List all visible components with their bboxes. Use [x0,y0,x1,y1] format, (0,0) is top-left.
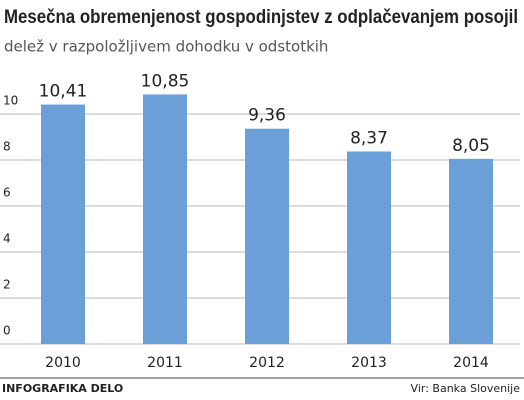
credit: INFOGRAFIKA DELO [2,382,123,395]
chart-title: Mesečna obremenjenost gospodinjstev z od… [4,7,518,28]
source: Vir: Banka Slovenije [411,382,521,395]
x-tick-label: 2010 [45,355,81,371]
x-tick-label: 2014 [453,355,489,371]
chart-subtitle: delež v razpoložljivem dohodku v odstotk… [4,38,328,56]
bar [347,151,391,344]
value-label: 8,05 [452,136,490,156]
y-tick-label: 2 [3,278,11,292]
y-tick-label: 8 [3,140,11,154]
value-label: 8,37 [350,128,388,148]
bar [245,128,289,344]
y-tick-label: 4 [3,232,11,246]
bar [143,94,187,344]
y-tick-label: 0 [3,324,11,338]
value-label: 10,85 [141,71,190,91]
bar [41,104,85,344]
y-tick-label: 6 [3,186,11,200]
x-tick-label: 2013 [351,355,387,371]
x-tick-label: 2012 [249,355,285,371]
y-tick-label: 10 [3,94,18,108]
value-label: 9,36 [248,106,286,126]
bar [449,158,493,344]
x-tick-label: 2011 [147,355,183,371]
value-label: 10,41 [39,82,88,102]
